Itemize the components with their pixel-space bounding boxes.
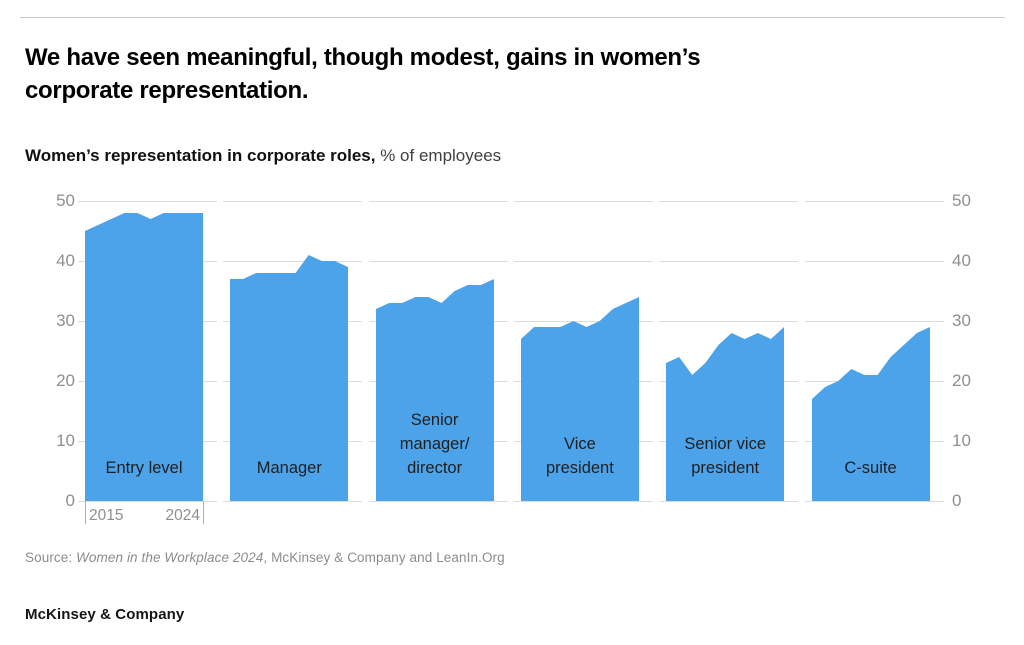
- y-axis-label: 0: [65, 491, 75, 510]
- panel-label: Entry level: [105, 459, 183, 477]
- y-axis-label: 50: [952, 191, 971, 210]
- source-prefix: Source:: [25, 550, 77, 565]
- panel-label: Senior manager/ director: [399, 411, 470, 477]
- area-polygon: [666, 327, 785, 501]
- y-axis-label: 50: [56, 191, 75, 210]
- page-title: We have seen meaningful, though modest, …: [25, 44, 701, 104]
- source-report-title: Women in the Workplace 2024: [76, 550, 264, 565]
- gridline: [659, 201, 799, 202]
- chart-panel: Entry level: [78, 201, 217, 502]
- gridline: [513, 261, 653, 262]
- panel-label: Vice president: [545, 435, 614, 477]
- area-shape: [520, 297, 639, 501]
- gridline: [223, 201, 363, 202]
- chart-panel: Senior vice president: [659, 201, 799, 502]
- gridline: [223, 261, 363, 262]
- gridline: [368, 501, 508, 502]
- chart-panel: Vice president: [513, 201, 653, 502]
- chart-panels: Entry level Manager Senior manager/ dire…: [78, 201, 1024, 502]
- area-polygon: [520, 297, 639, 501]
- area-shape: [230, 255, 349, 501]
- chart-panel: Senior manager/ director: [368, 201, 508, 502]
- gridline: [78, 501, 217, 502]
- x-axis-tick-2015: [85, 501, 86, 524]
- chart-subtitle-unit: % of employees: [375, 146, 502, 165]
- mckinsey-wordmark: McKinsey & Company: [25, 606, 185, 623]
- gridline: [513, 501, 653, 502]
- area-polygon: [811, 327, 930, 501]
- gridline: [368, 201, 508, 202]
- top-divider-rule: [20, 17, 1005, 18]
- y-axis-label: 40: [56, 251, 75, 270]
- gridline: [513, 321, 653, 322]
- chart-panel: Manager: [223, 201, 363, 502]
- gridline: [804, 321, 944, 322]
- y-axis-label: 20: [952, 371, 971, 390]
- gridline: [78, 201, 217, 202]
- gridline: [223, 501, 363, 502]
- chart-panel: C-suite: [804, 201, 944, 502]
- area-polygon: [230, 255, 349, 501]
- source-suffix: , McKinsey & Company and LeanIn.Org: [263, 550, 505, 565]
- gridline: [659, 321, 799, 322]
- y-axis-label: 20: [56, 371, 75, 390]
- panel-label: Manager: [256, 459, 322, 477]
- gridline: [513, 201, 653, 202]
- source-note: Source: Women in the Workplace 2024, McK…: [25, 550, 505, 565]
- area-shape: [375, 279, 494, 501]
- chart-subtitle: Women’s representation in corporate role…: [25, 146, 501, 166]
- area-polygon: [375, 279, 494, 501]
- panel-label: Senior vice president: [684, 435, 766, 477]
- chart: 50 40 30 20 10 0 50 40 30 20 10 0 Entry level Mana…: [0, 191, 1024, 510]
- gridline: [804, 261, 944, 262]
- gridline: [659, 501, 799, 502]
- gridline: [368, 261, 508, 262]
- x-axis-label-2015: 2015: [89, 507, 124, 524]
- y-axis-label: 30: [56, 311, 75, 330]
- y-axis-label: 10: [952, 431, 971, 450]
- area-shape: [811, 327, 930, 501]
- y-axis-label: 40: [952, 251, 971, 270]
- area-shape: [666, 327, 785, 501]
- y-axis-label: 0: [952, 491, 962, 510]
- chart-subtitle-bold: Women’s representation in corporate role…: [25, 146, 376, 165]
- gridline: [804, 501, 944, 502]
- panel-label: C-suite: [844, 459, 897, 477]
- area-shape: [85, 213, 203, 501]
- x-axis-tick-2024: [203, 501, 204, 524]
- gridline: [659, 261, 799, 262]
- x-axis-label-2024: 2024: [165, 507, 200, 524]
- y-axis-label: 30: [952, 311, 971, 330]
- gridline: [804, 201, 944, 202]
- y-axis-label: 10: [56, 431, 75, 450]
- area-polygon: [85, 213, 203, 501]
